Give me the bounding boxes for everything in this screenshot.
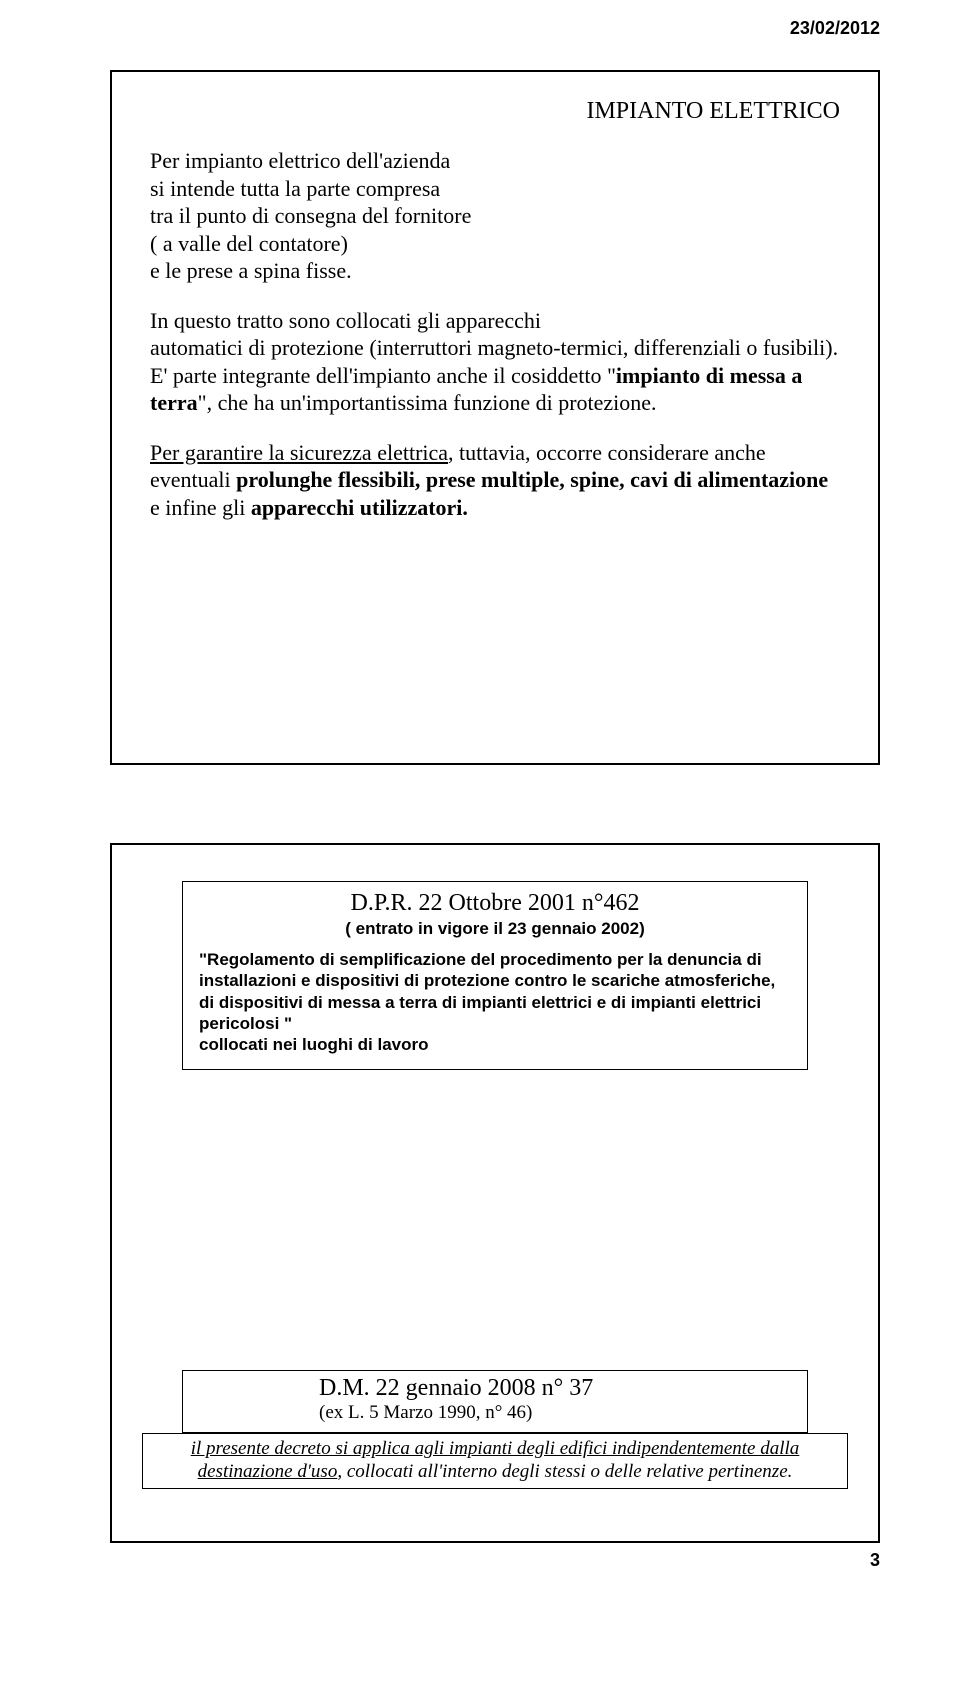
text: "Regolamento di semplificazione del proc… <box>199 950 775 1033</box>
document-page: 23/02/2012 IMPIANTO ELETTRICO Per impian… <box>0 0 960 1583</box>
dm-body-rest: , collocati all'interno degli stessi o d… <box>337 1461 792 1482</box>
slide1-p2: In questo tratto sono collocati gli appa… <box>150 307 840 417</box>
dpr-box: D.P.R. 22 Ottobre 2001 n°462 ( entrato i… <box>182 881 808 1070</box>
text: automatici di protezione (interruttori m… <box>150 335 838 360</box>
dpr-body: "Regolamento di semplificazione del proc… <box>199 949 791 1055</box>
dm-title-box: D.M. 22 gennaio 2008 n° 37 (ex L. 5 Marz… <box>182 1370 808 1433</box>
dpr-title: D.P.R. 22 Ottobre 2001 n°462 <box>199 890 791 917</box>
text: ( a valle del contatore) <box>150 231 348 256</box>
slide1-p1: Per impianto elettrico dell'azienda si i… <box>150 147 840 285</box>
text-bold: apparecchi utilizzatori. <box>251 495 468 520</box>
dm-block: D.M. 22 gennaio 2008 n° 37 (ex L. 5 Marz… <box>132 1370 858 1489</box>
text: collocati nei luoghi di lavoro <box>199 1035 429 1054</box>
text: ", che ha un'importantissima funzione di… <box>198 390 657 415</box>
text: tra il punto di consegna del fornitore <box>150 203 471 228</box>
text: In questo tratto sono collocati gli appa… <box>150 308 541 333</box>
slide1-p3: Per garantire la sicurezza elettrica, tu… <box>150 439 840 522</box>
text: e infine gli <box>150 495 251 520</box>
text: e le prese a spina fisse. <box>150 258 352 283</box>
text: si intende tutta la parte compresa <box>150 176 440 201</box>
dm-subtitle: (ex L. 5 Marzo 1990, n° 46) <box>199 1402 791 1424</box>
slide1-title: IMPIANTO ELETTRICO <box>150 98 840 125</box>
dm-title: D.M. 22 gennaio 2008 n° 37 <box>199 1375 791 1402</box>
dm-body-box: il presente decreto si applica agli impi… <box>142 1433 848 1489</box>
page-number: 3 <box>870 1550 880 1571</box>
text-bold: prolunghe flessibili, prese multiple, sp… <box>236 467 828 492</box>
dpr-subtitle: ( entrato in vigore il 23 gennaio 2002) <box>199 919 791 939</box>
text: Per impianto elettrico dell'azienda <box>150 148 450 173</box>
slide-2: D.P.R. 22 Ottobre 2001 n°462 ( entrato i… <box>110 843 880 1543</box>
text-underline: Per garantire la sicurezza elettrica <box>150 440 448 465</box>
slide-1: IMPIANTO ELETTRICO Per impianto elettric… <box>110 70 880 765</box>
text: E' parte integrante dell'impianto anche … <box>150 363 616 388</box>
header-date: 23/02/2012 <box>790 18 880 39</box>
